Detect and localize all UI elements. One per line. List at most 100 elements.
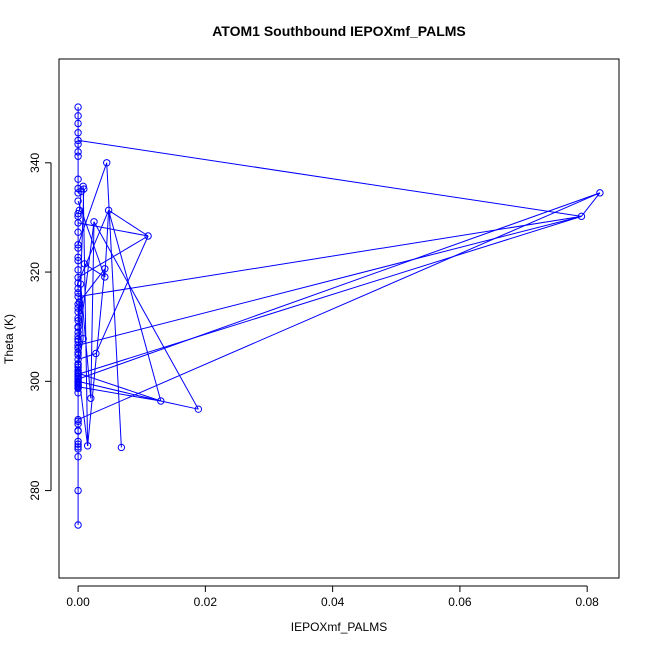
series-line-segment xyxy=(77,192,601,421)
data-point xyxy=(74,209,82,218)
data-point xyxy=(74,378,82,387)
y-tick-label: 280 xyxy=(28,480,42,500)
data-point xyxy=(74,314,82,322)
data-point xyxy=(74,197,82,205)
x-axis: 0.00 0.02 0.04 0.06 0.08 xyxy=(66,585,600,609)
series-line-segment xyxy=(77,215,582,375)
data-point xyxy=(74,415,82,424)
series-line-segment xyxy=(77,222,149,237)
data-point xyxy=(75,298,84,306)
series-line-segment xyxy=(77,235,149,278)
x-tick-label: 0.02 xyxy=(194,595,218,609)
data-point xyxy=(74,136,82,145)
data-point xyxy=(74,328,82,336)
data-point xyxy=(101,265,109,273)
data-point xyxy=(103,159,111,167)
series-line-segment xyxy=(77,162,108,245)
data-point xyxy=(74,380,82,389)
data-point xyxy=(74,383,82,392)
x-tick-label: 0.06 xyxy=(448,595,472,609)
data-point xyxy=(74,437,82,446)
series-line-segment xyxy=(108,209,149,237)
data-point xyxy=(117,443,126,452)
data-point xyxy=(74,148,82,156)
data-point xyxy=(74,366,82,375)
data-point xyxy=(80,185,88,193)
data-point xyxy=(194,405,203,413)
data-point xyxy=(596,189,604,197)
x-tick-label: 0.00 xyxy=(66,595,90,609)
data-point xyxy=(74,219,82,227)
data-point xyxy=(74,175,82,183)
data-point xyxy=(76,280,85,288)
series-line-segment xyxy=(581,192,601,217)
data-point xyxy=(87,394,95,402)
data-point xyxy=(74,521,82,529)
series-line-segment xyxy=(93,221,199,410)
data-point xyxy=(74,266,82,274)
data-point xyxy=(104,206,113,215)
series-line-segment xyxy=(78,268,106,303)
data-point xyxy=(74,140,82,148)
data-point xyxy=(74,426,82,435)
data-point xyxy=(90,218,98,226)
data-point xyxy=(74,453,82,461)
series-line-segment xyxy=(77,210,110,284)
series-line-segment xyxy=(95,235,149,354)
series-line-segment xyxy=(77,380,161,402)
data-point xyxy=(74,341,82,349)
series-line-segment xyxy=(108,210,162,402)
data-point xyxy=(74,253,82,262)
data-point xyxy=(74,361,82,369)
y-tick-label: 320 xyxy=(28,262,42,282)
series-line-segment xyxy=(78,386,161,402)
data-point xyxy=(74,375,82,383)
series-points xyxy=(74,103,604,529)
data-point xyxy=(74,152,82,160)
data-point xyxy=(74,129,82,137)
y-tick-label: 340 xyxy=(28,152,42,172)
y-axis: 280 300 320 340 xyxy=(28,152,52,501)
data-point xyxy=(74,355,82,364)
data-point xyxy=(74,445,82,453)
y-tick-label: 300 xyxy=(28,371,42,391)
data-point xyxy=(74,443,82,451)
series-line-segment xyxy=(84,263,106,278)
data-point xyxy=(144,232,152,240)
data-point xyxy=(74,348,82,357)
data-point xyxy=(74,112,82,120)
data-point xyxy=(74,273,82,282)
data-point xyxy=(74,440,82,448)
series-line-segment xyxy=(77,192,601,380)
data-point xyxy=(92,349,100,358)
data-point xyxy=(74,244,82,252)
y-axis-label: Theta (K) xyxy=(2,314,16,364)
data-point xyxy=(79,182,87,190)
series-line-segment xyxy=(78,215,582,298)
series-line-segment xyxy=(106,162,122,448)
data-point xyxy=(74,370,82,378)
data-point xyxy=(577,212,586,221)
x-axis-label: IEPOXmf_PALMS xyxy=(291,620,387,634)
data-point xyxy=(74,324,82,332)
data-point xyxy=(74,228,82,236)
data-point xyxy=(77,187,85,195)
data-point xyxy=(80,260,89,268)
data-point xyxy=(74,344,82,353)
data-point xyxy=(157,397,165,405)
data-point xyxy=(74,103,82,111)
data-point xyxy=(101,273,109,281)
series-line-segment xyxy=(90,221,95,399)
x-tick-label: 0.04 xyxy=(321,595,345,609)
data-point xyxy=(74,119,82,128)
data-point xyxy=(74,289,82,297)
x-tick-label: 0.08 xyxy=(576,595,600,609)
data-point xyxy=(79,335,87,343)
data-point xyxy=(74,241,82,249)
series-line-segment xyxy=(87,268,106,446)
data-point xyxy=(74,486,82,495)
series-line-segment xyxy=(160,400,199,410)
plot-frame xyxy=(58,58,620,579)
